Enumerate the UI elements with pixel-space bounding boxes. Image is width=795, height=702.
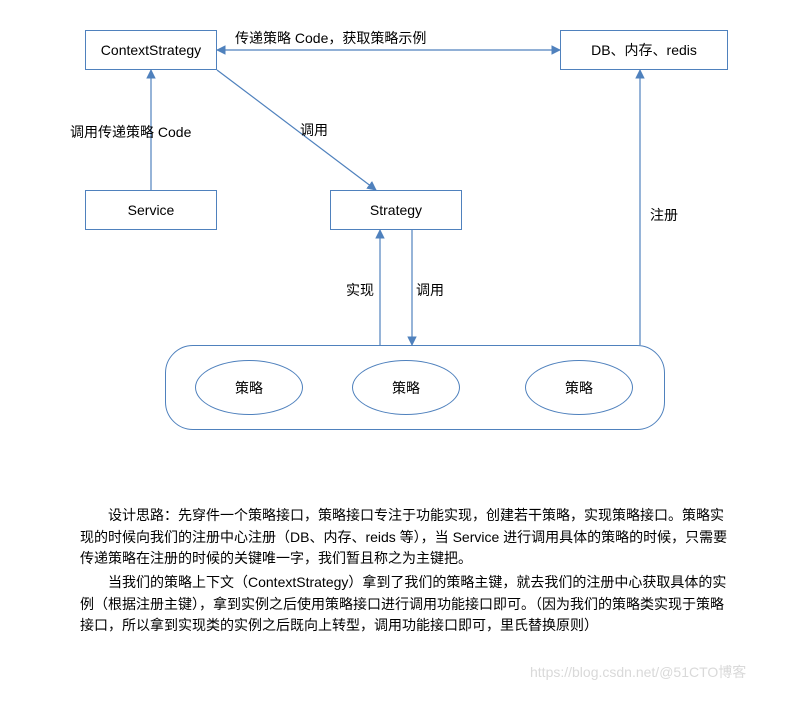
node-label: 策略	[235, 378, 263, 398]
strategy-instance-2: 策略	[352, 360, 460, 415]
strategy-instance-1: 策略	[195, 360, 303, 415]
node-label: 策略	[565, 378, 593, 398]
node-label: DB、内存、redis	[591, 40, 697, 60]
description-paragraph-1: 设计思路：先穿件一个策略接口，策略接口专注于功能实现，创建若干策略，实现策略接口…	[80, 505, 735, 570]
edge-label-left: 调用传递策略 Code	[70, 122, 191, 142]
node-service: Service	[85, 190, 217, 230]
edge-label-impl: 实现	[346, 280, 374, 300]
edge-label-diag: 调用	[300, 120, 328, 140]
node-strategy: Strategy	[330, 190, 462, 230]
strategy-instance-3: 策略	[525, 360, 633, 415]
node-label: ContextStrategy	[101, 42, 201, 58]
edge-label-top: 传递策略 Code，获取策略示例	[235, 28, 426, 48]
watermark: https://blog.csdn.net/@51CTO博客	[530, 662, 746, 682]
edge-label-right: 注册	[650, 205, 678, 225]
description-paragraph-2: 当我们的策略上下文（ContextStrategy）拿到了我们的策略主键，就去我…	[80, 572, 735, 637]
node-label: Service	[128, 202, 175, 218]
node-db: DB、内存、redis	[560, 30, 728, 70]
node-context-strategy: ContextStrategy	[85, 30, 217, 70]
strategy-diagram: ContextStrategy DB、内存、redis Service Stra…	[0, 0, 795, 702]
edge-label-call: 调用	[416, 280, 444, 300]
node-label: Strategy	[370, 202, 422, 218]
node-label: 策略	[392, 378, 420, 398]
